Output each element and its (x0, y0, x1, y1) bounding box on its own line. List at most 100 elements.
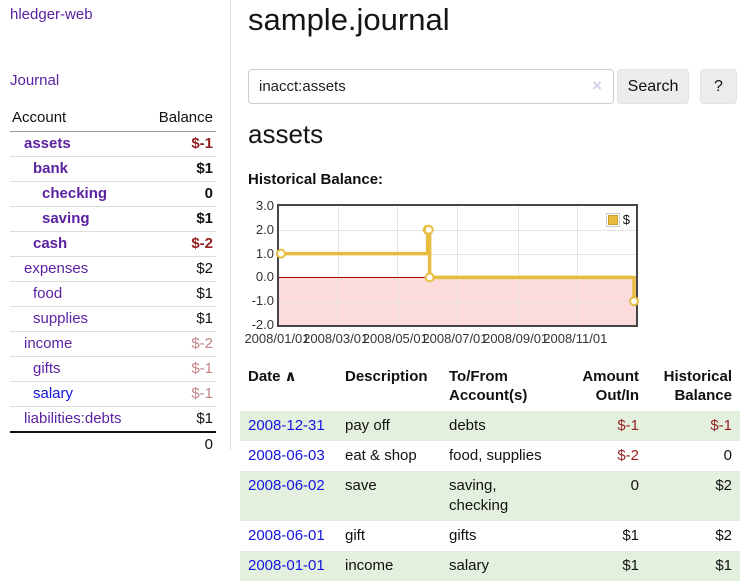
sidebar-account-row: saving $1 (10, 206, 216, 232)
transaction-date-cell: 2008-01-01 (240, 551, 337, 581)
sidebar-account-row: food $1 (10, 281, 216, 307)
sidebar-account-link[interactable]: expenses (24, 260, 89, 277)
transaction-date-cell: 2008-06-01 (240, 521, 337, 551)
sidebar-account-link[interactable]: liabilities:debts (24, 410, 122, 427)
transaction-description-cell: pay off (345, 417, 390, 434)
sidebar-account-balance: $1 (144, 156, 216, 182)
transaction-date-link[interactable]: 2008-01-01 (248, 557, 325, 574)
sidebar-account-link[interactable]: saving (42, 210, 90, 227)
y-axis-tick-label: 3.0 (255, 198, 274, 213)
historical-balance-chart: $3.0 2.0 1.0 0.0 -1.0 -2.0 2008/01/01 2008/03/0… (244, 198, 742, 346)
transaction-description-cell: save (345, 477, 377, 494)
transaction-accounts-cell: gifts (449, 527, 477, 544)
x-axis-tick-label: 2008/03/01 (303, 331, 369, 346)
sidebar-account-balance: 0 (144, 181, 216, 207)
sidebar-account-row: supplies $1 (10, 306, 216, 332)
sidebar-account-link[interactable]: cash (33, 235, 68, 252)
sidebar-account-link[interactable]: income (24, 335, 73, 352)
chart-gridline (337, 206, 339, 325)
sidebar-account-row: cash $-2 (10, 231, 216, 257)
transaction-date-link[interactable]: 2008-06-02 (248, 477, 325, 494)
x-axis-tick-label: 2008/01/01 (244, 331, 310, 346)
nav-journal-link[interactable]: Journal (10, 72, 60, 89)
y-axis-tick-label: -2.0 (251, 317, 274, 332)
account-page-title: assets (248, 119, 324, 149)
balance-series-line (276, 224, 639, 307)
data-point (423, 224, 434, 235)
sidebar-account-balance: $1 (144, 406, 216, 433)
sidebar-account-link[interactable]: checking (42, 185, 108, 202)
transaction-amount-cell: $-2 (617, 447, 639, 464)
transaction-description-cell: gift (345, 527, 366, 544)
sort-ascending-icon: ∧ (284, 368, 297, 385)
sidebar-account-balance: $-1 (144, 356, 216, 382)
sidebar-account-row: income $-2 (10, 331, 216, 357)
transaction-accounts-cell: debts (449, 417, 486, 434)
clear-search-icon[interactable]: × (592, 76, 602, 95)
transaction-row: 2008-06-03 eat & shop food, supplies $-2 0 (240, 441, 740, 471)
sidebar-account-balance: $-2 (144, 331, 216, 357)
sidebar-account-balance: $-1 (144, 131, 216, 157)
sidebar-account-row: liabilities:debts $1 (10, 406, 216, 433)
accounts-total-row: 0 (10, 431, 216, 457)
accounts-total-value: 0 (144, 431, 216, 457)
legend-color-swatch (605, 212, 620, 227)
sidebar-account-balance: $1 (144, 306, 216, 332)
accounts-balance-table: Account Balance assets $-1 bank $1 checking 0… (10, 106, 216, 457)
sidebar-account-balance: $1 (144, 206, 216, 232)
transaction-row: 2008-12-31 pay off debts $-1 $-1 (240, 411, 740, 441)
sidebar-account-row: bank $1 (10, 156, 216, 182)
data-point (276, 248, 286, 259)
sidebar-account-link[interactable]: supplies (33, 310, 89, 327)
transaction-row: 2008-06-02 save saving, checking 0 $2 (240, 471, 740, 521)
chart-gridline (397, 206, 399, 325)
transaction-accounts-cell: salary (449, 557, 490, 574)
column-header-accounts: To/From Account(s) (449, 368, 528, 404)
transaction-accounts-cell: saving, checking (449, 477, 509, 514)
sidebar: hledger-web Journal Account Balance asse… (0, 0, 231, 457)
column-header-description: Description (345, 368, 428, 385)
transaction-amount-cell: $-1 (617, 417, 639, 434)
chart-plot-area: $ (276, 204, 639, 327)
sidebar-account-balance: $-1 (144, 381, 216, 407)
transaction-accounts-cell: food, supplies (449, 447, 542, 464)
y-axis-tick-label: 1.0 (255, 245, 274, 261)
transaction-balance-cell: $2 (715, 527, 732, 544)
help-button[interactable]: ? (700, 69, 737, 104)
chart-gridline (517, 206, 519, 325)
sidebar-account-row: assets $-1 (10, 131, 216, 157)
search-input[interactable] (248, 69, 614, 104)
transaction-date-link[interactable]: 2008-12-31 (248, 417, 325, 434)
sidebar-account-row: gifts $-1 (10, 356, 216, 382)
sidebar-account-link[interactable]: bank (33, 160, 69, 177)
sidebar-account-row: checking 0 (10, 181, 216, 207)
chart-gridline (457, 206, 458, 325)
sidebar-account-row: expenses $2 (10, 256, 216, 282)
transaction-amount-cell: $1 (622, 527, 639, 544)
x-axis-tick-label: 2008/05/01 (362, 331, 428, 346)
sidebar-account-row: salary $-1 (10, 381, 216, 407)
sidebar-account-link[interactable]: salary (33, 385, 74, 402)
search-button[interactable]: Search (617, 69, 689, 104)
x-axis-tick-label: 2008/07/01 (422, 331, 488, 346)
page-title: sample.journal (248, 2, 450, 37)
x-axis-tick-label: 2008/11/01 (543, 331, 608, 346)
transaction-amount-cell: 0 (630, 477, 639, 494)
transaction-row: 2008-01-01 income salary $1 $1 (240, 551, 740, 581)
sidebar-account-link[interactable]: gifts (33, 360, 61, 377)
x-axis-tick-label: 2008/09/01 (483, 331, 549, 346)
sidebar-account-link[interactable]: food (33, 285, 63, 302)
register-table: Date ∧ Description To/From Account(s) Amo… (240, 362, 740, 581)
y-axis-tick-label: 0.0 (255, 269, 274, 285)
sidebar-account-balance: $1 (144, 281, 216, 307)
transaction-date-link[interactable]: 2008-06-03 (248, 447, 325, 464)
app-brand-link[interactable]: hledger-web (10, 6, 93, 23)
transaction-balance-cell: $-1 (710, 417, 732, 434)
sidebar-account-link[interactable]: assets (24, 135, 71, 152)
column-header-amount: Amount Out/In (582, 368, 639, 404)
chart-legend: $ (605, 212, 630, 227)
column-header-balance: Historical Balance (663, 368, 732, 404)
accounts-column-header: Account (10, 106, 145, 132)
transaction-balance-cell: $1 (715, 557, 732, 574)
transaction-date-link[interactable]: 2008-06-01 (248, 527, 325, 544)
